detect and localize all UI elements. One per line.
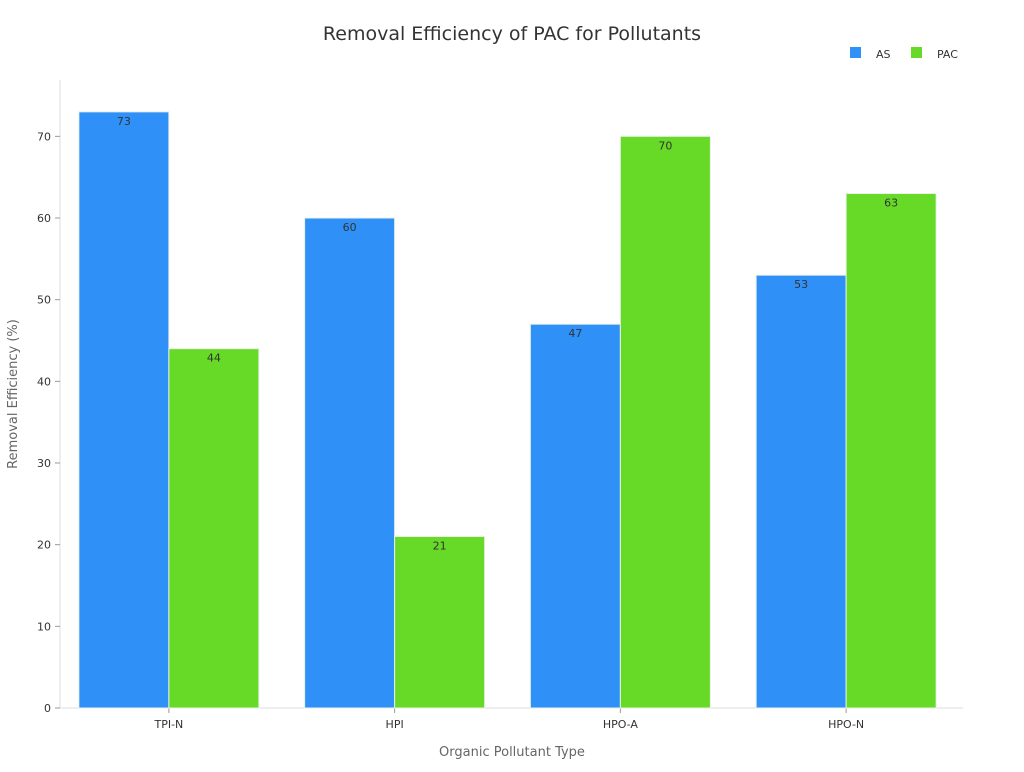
data-label: 60 [343, 221, 357, 234]
data-label: 70 [658, 139, 672, 152]
y-tick-label: 30 [37, 457, 51, 470]
bar-pac-tpi-n [168, 348, 260, 709]
bar-as-hpi [304, 217, 396, 709]
bar-as-hpo-a [529, 323, 621, 709]
x-axis-label: Organic Pollutant Type [439, 745, 585, 760]
data-label: 44 [207, 352, 221, 365]
legend-swatch-as [850, 47, 861, 58]
y-tick-label: 60 [37, 212, 51, 225]
legend-label-pac: PAC [937, 48, 958, 61]
data-label: 73 [117, 115, 131, 128]
y-tick-label: 10 [37, 620, 51, 633]
bar-pac-hpi [394, 536, 486, 709]
bar-pac-hpo-n [845, 193, 937, 709]
data-label: 53 [794, 278, 808, 291]
legend-label-as: AS [876, 48, 891, 61]
x-tick-label: HPO-N [828, 718, 864, 731]
y-tick-label: 50 [37, 294, 51, 307]
x-tick-label: TPI-N [153, 718, 183, 731]
data-label: 63 [884, 197, 898, 210]
data-label: 21 [433, 540, 447, 553]
bar-as-tpi-n [78, 111, 170, 709]
y-tick-label: 70 [37, 130, 51, 143]
y-axis-label: Removal Efficiency (%) [6, 319, 21, 469]
chart-title: Removal Efficiency of PAC for Pollutants [323, 23, 701, 45]
x-tick-label: HPO-A [603, 718, 639, 731]
x-tick-label: HPI [386, 718, 404, 731]
y-tick-label: 20 [37, 539, 51, 552]
bar-as-hpo-n [755, 274, 847, 709]
y-tick-label: 0 [44, 702, 51, 715]
y-tick-label: 40 [37, 375, 51, 388]
legend-swatch-pac [911, 47, 922, 58]
bar-pac-hpo-a [619, 135, 711, 709]
data-label: 47 [568, 327, 582, 340]
